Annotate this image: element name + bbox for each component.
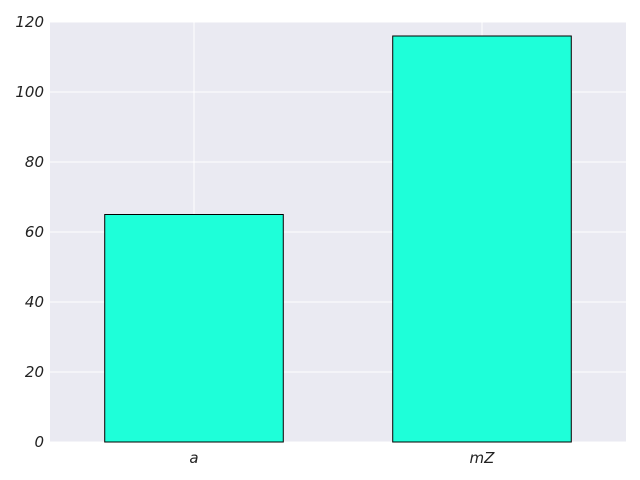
bar-mZ bbox=[392, 35, 572, 443]
y-axis-tick-labels: 0 20 40 60 80 100 120 bbox=[15, 13, 44, 451]
y-tick-label: 100 bbox=[15, 83, 44, 101]
y-tick-label: 0 bbox=[34, 433, 44, 451]
bar-a bbox=[104, 214, 284, 443]
y-tick-label: 40 bbox=[25, 293, 44, 311]
x-tick-label: a bbox=[189, 449, 198, 467]
y-tick-label: 80 bbox=[25, 153, 44, 171]
y-tick-label: 60 bbox=[25, 223, 44, 241]
x-tick-label: mZ bbox=[470, 449, 496, 467]
x-axis-tick-labels: a mZ bbox=[189, 449, 495, 467]
y-tick-label: 20 bbox=[25, 363, 44, 381]
y-tick-label: 120 bbox=[15, 13, 44, 31]
bars bbox=[104, 35, 572, 443]
